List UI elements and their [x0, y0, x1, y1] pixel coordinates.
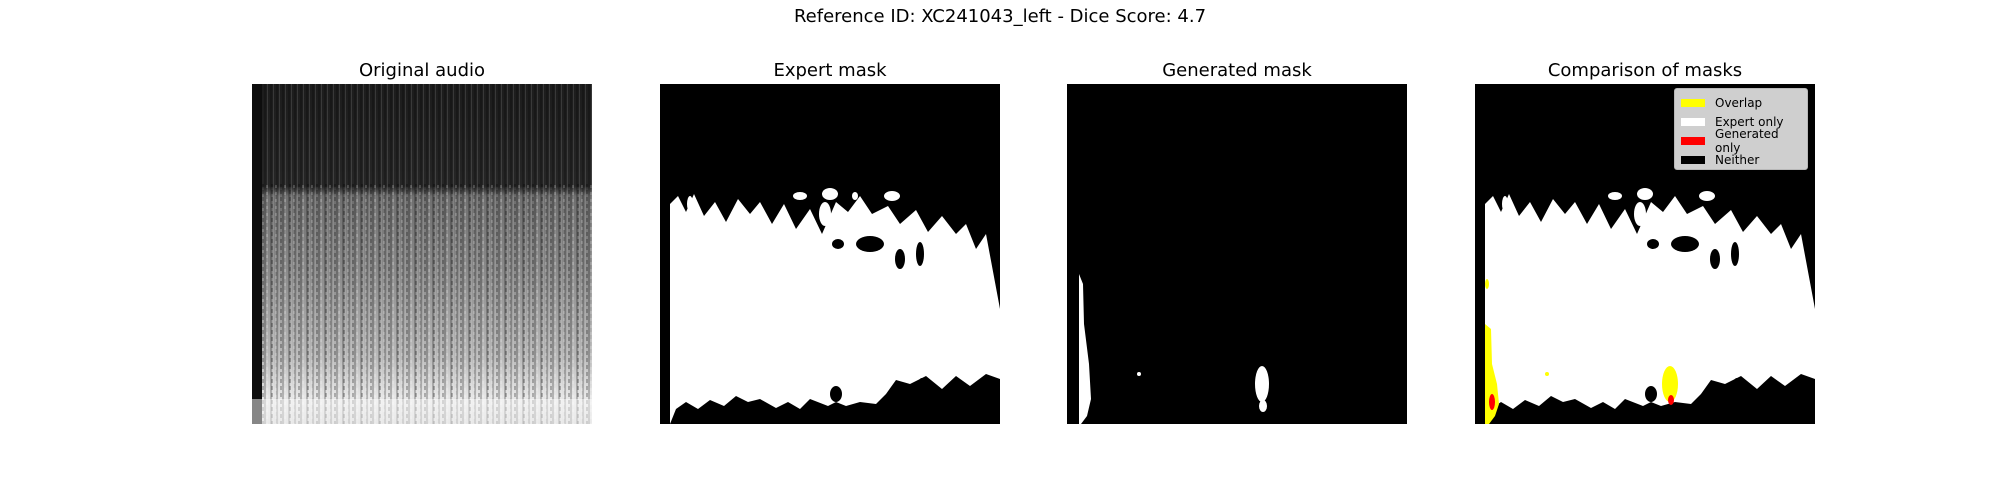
legend-label-expert-only: Expert only	[1715, 114, 1784, 129]
legend-label-overlap: Overlap	[1715, 95, 1763, 110]
panel-title-comparison: Comparison of masks	[1547, 60, 1743, 81]
legend-item-generated-only: Generated only	[1681, 127, 1801, 155]
legend-label-neither: Neither	[1715, 152, 1760, 167]
panel-title-original-audio: Original audio	[358, 60, 486, 81]
legend-item-neither: Neither	[1681, 150, 1801, 169]
spectrogram-image	[252, 84, 592, 424]
legend-swatch-expert-only	[1681, 117, 1705, 126]
panel-title-expert-mask: Expert mask	[773, 60, 887, 81]
legend: Overlap Expert only Generated only Neith…	[1674, 88, 1808, 170]
legend-swatch-overlap	[1681, 98, 1705, 107]
generated-mask-image	[1067, 84, 1407, 424]
legend-label-generated-only: Generated only	[1715, 126, 1779, 155]
legend-item-expert-only: Expert only	[1681, 112, 1801, 131]
panel-title-generated-mask: Generated mask	[1162, 60, 1312, 81]
expert-mask-image	[660, 84, 1000, 424]
legend-item-overlap: Overlap	[1681, 93, 1801, 112]
figure-title: Reference ID: XC241043_left - Dice Score…	[793, 6, 1207, 27]
legend-swatch-neither	[1681, 155, 1705, 164]
legend-swatch-generated-only	[1681, 136, 1705, 145]
